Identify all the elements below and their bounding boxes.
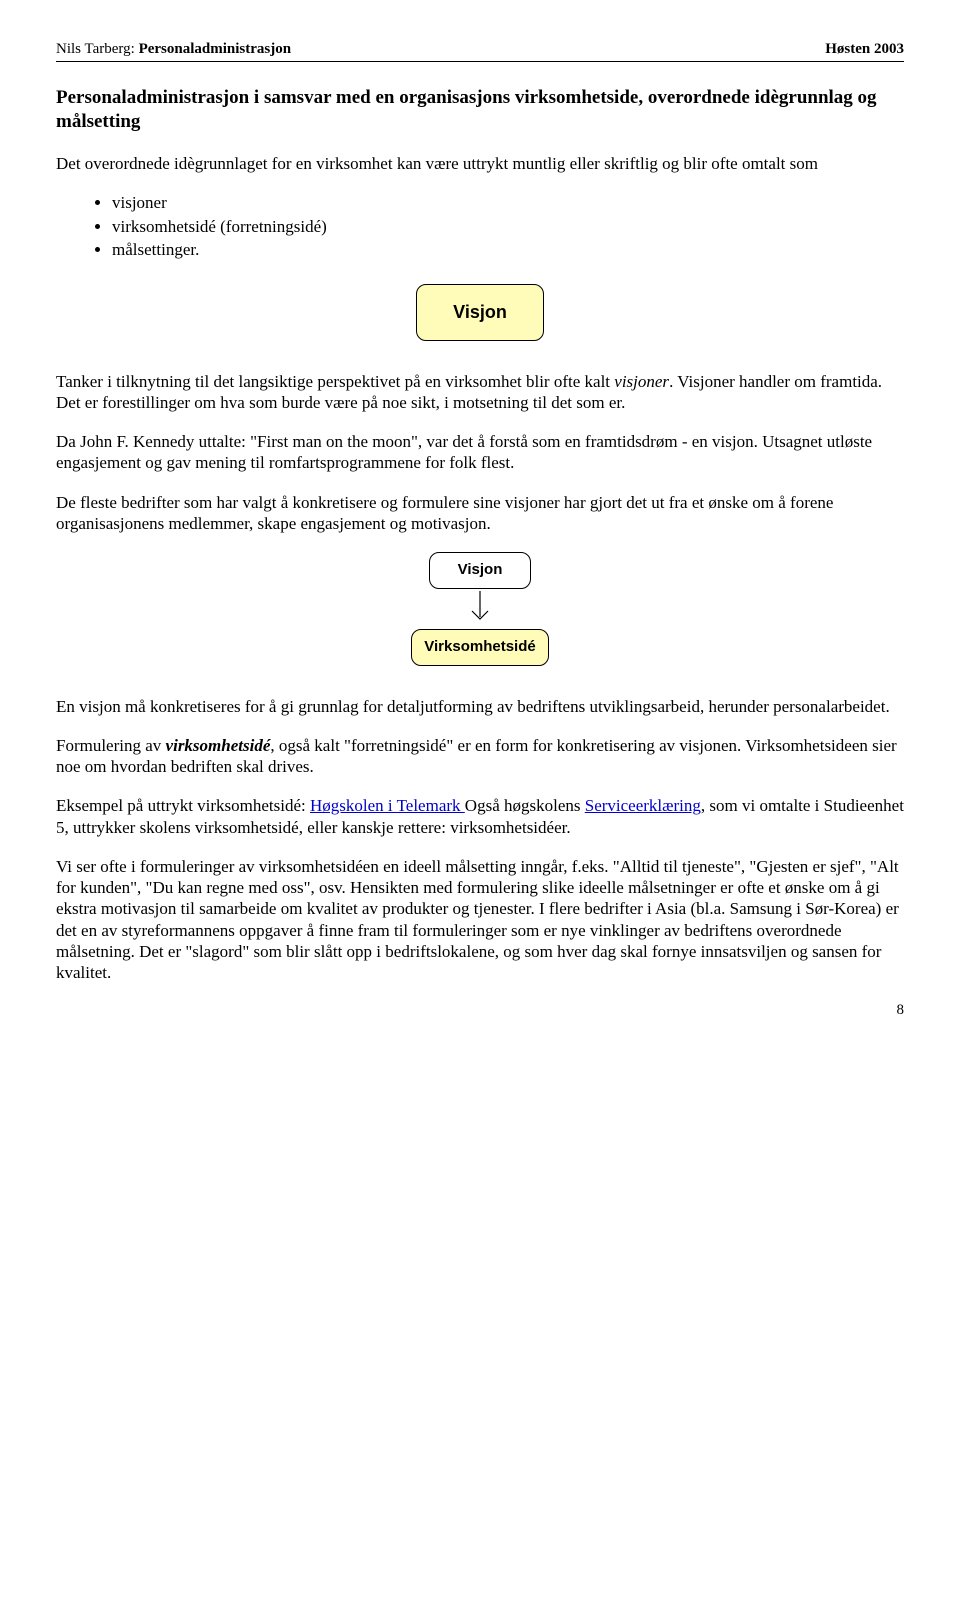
paragraph-konkretiseres: En visjon må konkretiseres for å gi grun… [56,696,904,717]
paragraph-formulering: Formulering av virksomhetsidé, også kalt… [56,735,904,778]
paragraph-bedrifter: De fleste bedrifter som har valgt å konk… [56,492,904,535]
arrow-down-icon [460,589,500,629]
para6-pre: Formulering av [56,736,166,755]
paragraph-visjoner: Tanker i tilknytning til det langsiktige… [56,371,904,414]
para6-em: virksomhetsidé [166,736,271,755]
para7-mid: Også høgskolens [465,796,585,815]
section-title: Personaladministrasjon i samsvar med en … [56,86,904,135]
header-author: Nils Tarberg: [56,41,135,57]
para2-pre: Tanker i tilknytning til det langsiktige… [56,372,614,391]
link-serviceerklaering[interactable]: Serviceerklæring [585,796,701,815]
diagram-visjon-virksomhet: Visjon Virksomhetsidé [56,552,904,666]
paragraph-eksempel: Eksempel på uttrykt virksomhetsidé: Høgs… [56,795,904,838]
visjon-box-2: Visjon [429,552,532,589]
visjon-box: Visjon [416,284,544,341]
page-header: Nils Tarberg: Personaladministrasjon Høs… [56,40,904,59]
header-left: Nils Tarberg: Personaladministrasjon [56,40,291,59]
intro-paragraph: Det overordnede idègrunnlaget for en vir… [56,153,904,174]
paragraph-ideell: Vi ser ofte i formuleringer av virksomhe… [56,856,904,984]
bullet-list: visjoner virksomhetsidé (forretningsidé)… [56,192,904,260]
bullet-item: visjoner [112,192,904,213]
link-hogskolen[interactable]: Høgskolen i Telemark [310,796,465,815]
virksomhetside-box: Virksomhetsidé [411,629,548,666]
para2-em: visjoner [614,372,669,391]
diagram-visjon-single: Visjon [56,284,904,341]
bullet-item: virksomhetsidé (forretningsidé) [112,216,904,237]
para7-pre: Eksempel på uttrykt virksomhetsidé: [56,796,310,815]
header-term: Høsten 2003 [825,40,904,59]
bullet-item: målsettinger. [112,239,904,260]
paragraph-kennedy: Da John F. Kennedy uttalte: "First man o… [56,431,904,474]
page-number: 8 [56,1001,904,1020]
header-rule [56,61,904,62]
header-title: Personaladministrasjon [139,41,292,57]
